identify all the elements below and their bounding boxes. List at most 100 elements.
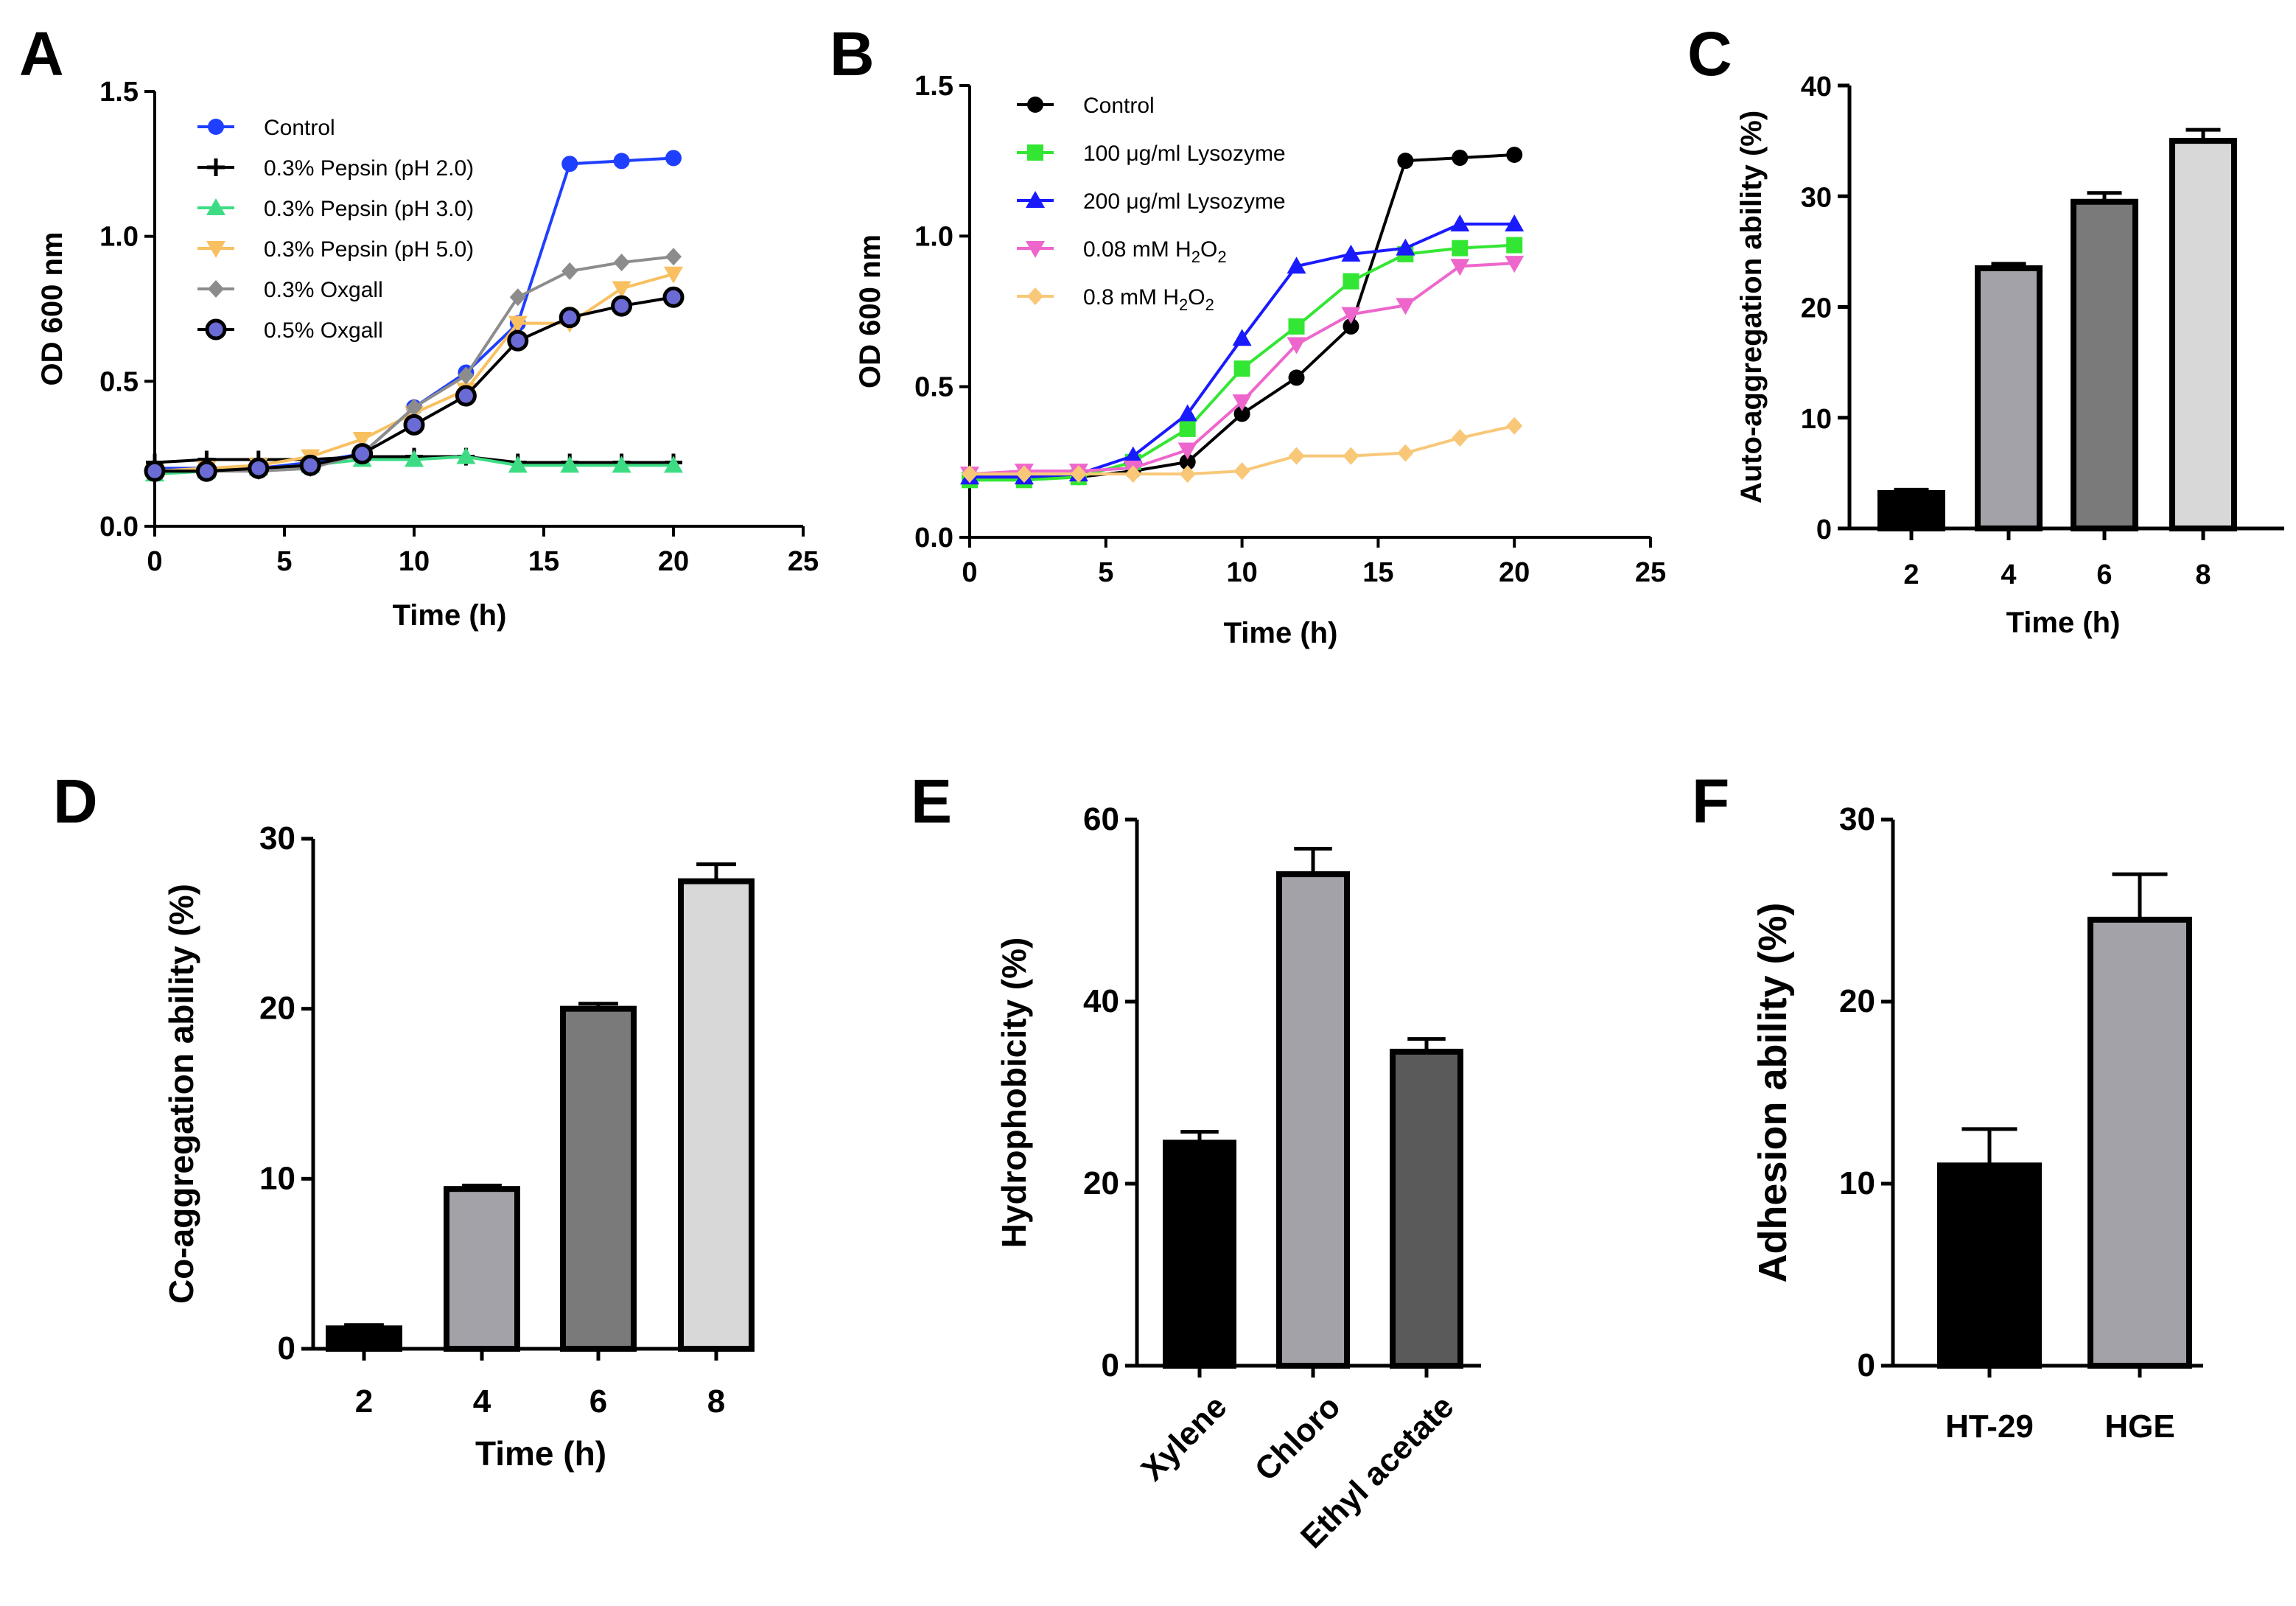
x-category-label: 4 [2001,559,2016,590]
legend-label: 0.3% Pepsin (pH 5.0) [264,237,474,262]
y-tick-label: 10 [259,1160,295,1196]
panel-c-bar-chart: 0 10 20 30 40 2 4 6 8 Time (h) Auto-aggregation ab… [1735,71,2284,639]
bar-8 [2169,138,2237,531]
y-tick-label: 0 [278,1330,295,1366]
data-point [1123,446,1143,464]
x-tick-label: 15 [528,546,559,577]
data-point [1233,405,1250,422]
data-point [1124,465,1141,483]
data-point [1177,442,1197,460]
data-point [509,288,526,307]
data-point [1288,447,1305,465]
x-category-label: HGE [2104,1408,2174,1445]
legend-marker [1027,144,1043,161]
data-point [1397,444,1414,462]
data-point [665,150,682,167]
data-point [1232,329,1252,346]
data-point [1179,465,1196,483]
y-tick-label: 30 [1801,182,1832,213]
y-axis-title: Hydrophobicity (%) [995,938,1033,1249]
legend-label-subscript: 2 [1217,248,1226,266]
data-point [662,286,685,308]
data-point [248,457,270,479]
data-point [1341,307,1361,324]
bar-6 [2071,198,2138,531]
x-tick-label: 20 [1499,557,1530,588]
data-point [351,443,374,465]
data-point [560,455,580,473]
bar-6 [560,1005,637,1352]
y-tick-label: 1.5 [914,71,953,102]
y-axis-title: Co-aggregation ability (%) [162,884,200,1304]
panel-label-f: F [1692,767,1729,836]
data-point [299,454,321,476]
legend-marker [1026,191,1045,208]
data-point [1015,465,1032,483]
data-point [352,432,372,449]
x-tick-label: 25 [788,546,819,577]
x-tick-label: 0 [962,557,977,588]
y-tick-label: 20 [1083,1165,1119,1201]
data-point [508,455,528,473]
data-point [1233,462,1250,481]
data-point [1341,244,1361,262]
data-point [1452,429,1469,447]
data-point [1288,369,1305,386]
legend-marker [1027,97,1043,113]
data-point [1396,298,1415,315]
data-point [1452,240,1469,256]
bar-4 [444,1186,520,1352]
data-point [1233,360,1250,377]
x-axis-title: Time (h) [475,1434,606,1473]
y-axis-title: OD 600 nm [36,232,69,386]
data-point [507,329,529,352]
x-tick-label: 10 [1226,557,1257,588]
data-point [1287,337,1306,355]
bar-chloro [1276,871,1350,1369]
x-axis-title: Time (h) [2006,607,2121,639]
x-tick-label: 0 [147,546,162,577]
x-category-label: 2 [1903,559,1919,590]
legend-label-part: O [1188,285,1205,310]
y-tick-label: 20 [1839,983,1875,1019]
y-tick-label: 0.5 [914,372,953,403]
legend-label-part: O [1200,237,1217,262]
y-tick-label: 0 [1102,1347,1119,1383]
x-category-label: 8 [2195,559,2211,590]
data-point [611,295,633,317]
y-tick-label: 0 [1858,1347,1875,1383]
data-point [612,281,631,298]
legend-marker [206,241,225,258]
x-axis-title: Time (h) [393,599,507,632]
bar-8 [678,878,755,1352]
data-point [195,460,217,482]
y-tick-label: 10 [1839,1165,1875,1201]
data-point [458,366,475,385]
data-point [561,156,578,172]
data-point [559,307,581,329]
data-point [1177,404,1197,422]
legend-label: 200 μg/ml Lysozyme [1083,189,1286,214]
data-point [1343,447,1359,465]
data-point [455,385,477,407]
data-point [1343,273,1359,290]
legend-marker [208,280,224,298]
panel-label-e: E [911,767,952,836]
data-point [1287,256,1306,274]
legend-label-subscript: 2 [1191,248,1200,266]
data-point [1450,214,1470,231]
panel-d-bar-chart: 0 10 20 30 2 4 6 8 Time (h) Co-aggregation abilit… [162,820,755,1473]
data-point [144,460,166,482]
data-point [613,254,630,272]
panel-label-c: C [1687,19,1732,88]
data-point [1506,237,1523,254]
bar-2 [326,1325,402,1352]
legend-label: 0.8 mM H2O2 [1083,285,1214,314]
data-point [508,315,528,333]
y-tick-label: 0.0 [99,512,139,542]
x-category-label: 6 [589,1383,607,1420]
data-point [456,447,476,464]
data-point [1232,394,1252,412]
data-point [962,465,978,483]
